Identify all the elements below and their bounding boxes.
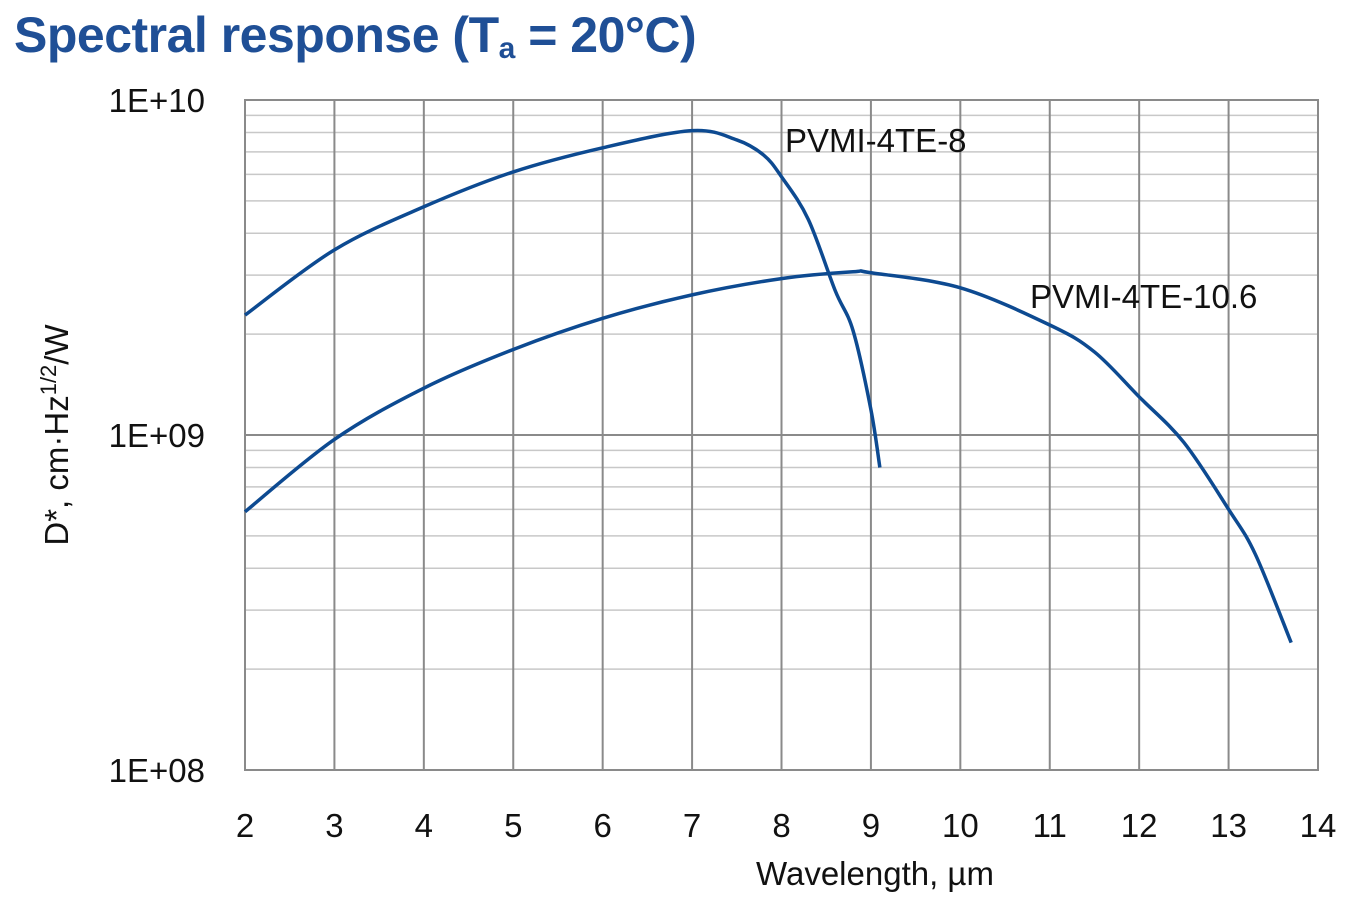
- x-tick-label: 14: [1300, 807, 1337, 844]
- x-tick-label: 3: [325, 807, 343, 844]
- x-tick-label: 9: [862, 807, 880, 844]
- x-tick-label: 7: [683, 807, 701, 844]
- x-axis-label: Wavelength, µm: [756, 855, 994, 892]
- curves: [243, 128, 1293, 644]
- y-tick-label: 1E+10: [109, 82, 205, 119]
- chart-title: Spectral response (Ta = 20°C): [14, 7, 697, 65]
- series-line-1: [243, 269, 1293, 644]
- x-tick-label: 2: [236, 807, 254, 844]
- grid: [244, 99, 1319, 771]
- series-label-pvmi-4te-8: PVMI-4TE-8: [785, 122, 967, 159]
- x-tick-label: 6: [593, 807, 611, 844]
- y-tick-label: 1E+09: [109, 417, 205, 454]
- x-tick-label: 4: [415, 807, 433, 844]
- x-tick-label: 10: [942, 807, 979, 844]
- x-tick-label: 11: [1033, 807, 1067, 844]
- x-tick-label: 13: [1210, 807, 1247, 844]
- tick-labels: 2 3 4 5 6 7 8 9 10 11 12 13 14 1E+08 1E+09 1E+10: [109, 82, 1337, 844]
- y-axis-label: D*, cm·Hz1/2/W: [36, 324, 75, 546]
- x-tick-label: 5: [504, 807, 522, 844]
- series-line-0: [243, 128, 882, 468]
- series-label-pvmi-4te-10-6: PVMI-4TE-10.6: [1030, 278, 1257, 315]
- plot-frame: [244, 99, 1319, 771]
- x-tick-label: 12: [1121, 807, 1158, 844]
- y-tick-label: 1E+08: [109, 752, 205, 789]
- x-tick-label: 8: [772, 807, 790, 844]
